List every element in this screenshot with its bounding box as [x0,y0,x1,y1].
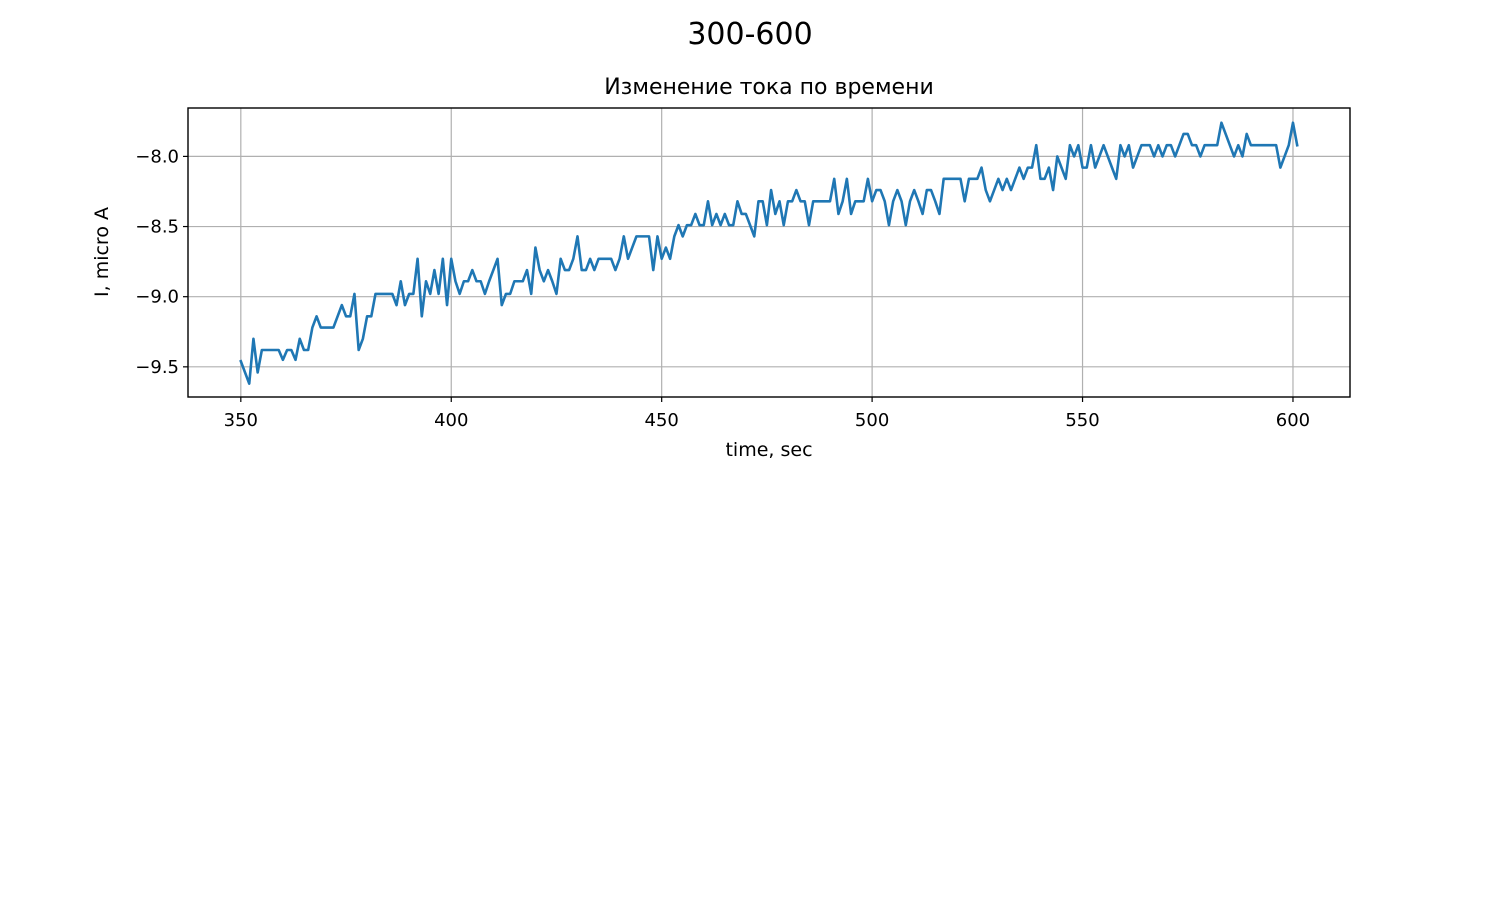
y-tick-label: −9.5 [135,357,179,378]
plot-frame [187,107,1351,398]
x-tick-label: 550 [1065,410,1099,431]
x-tick-label: 600 [1276,410,1310,431]
y-tick-label: −8.0 [135,146,179,167]
x-tick-label: 500 [855,410,889,431]
x-tick-label: 350 [224,410,258,431]
y-axis-label: I, micro A [91,207,113,297]
y-tick-label: −8.5 [135,217,179,238]
chart-title: 300-600 [687,17,812,52]
x-axis-label: time, sec [725,439,812,461]
y-tick-label: −9.0 [135,287,179,308]
x-tick-label: 400 [434,410,468,431]
data-line [239,121,1299,385]
x-tick-label: 450 [645,410,679,431]
chart-subtitle: Изменение тока по времени [604,75,934,100]
